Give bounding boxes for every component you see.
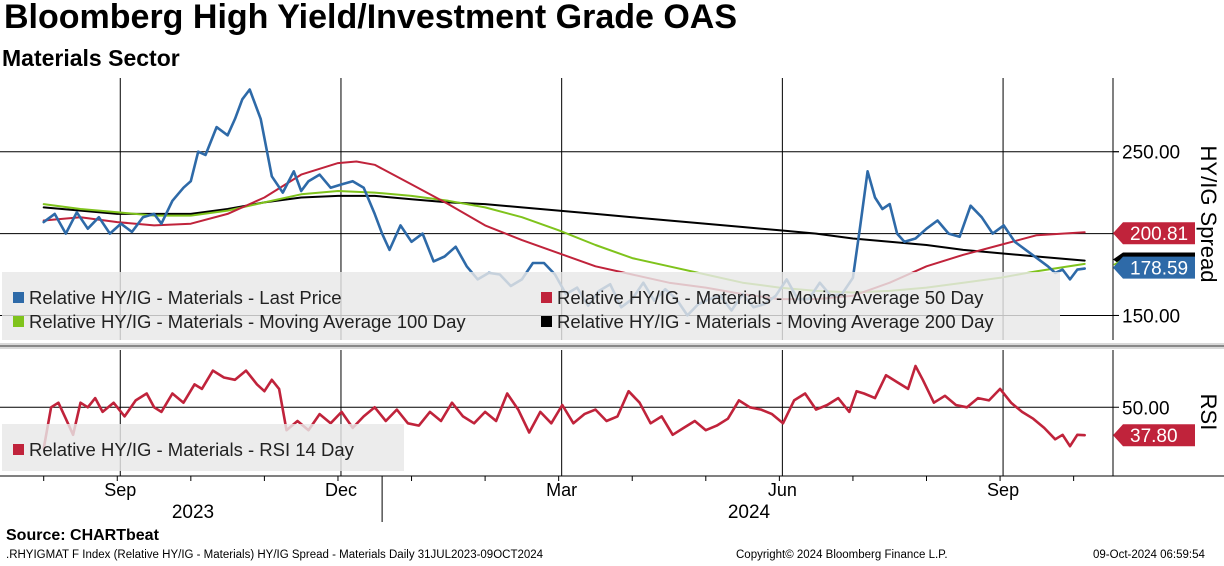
legend-entry-ma200: Relative HY/IG - Materials - Moving Aver… — [557, 311, 994, 332]
series-line-rsi — [42, 364, 1086, 450]
tag-rsi-bg — [1113, 424, 1195, 447]
y-axis-title-spread: HY/IG Spread — [1196, 146, 1221, 283]
legend-swatch — [13, 316, 24, 327]
legend-entry-rsi: Relative HY/IG - Materials - RSI 14 Day — [29, 439, 355, 460]
chart-title: Bloomberg High Yield/Investment Grade OA… — [4, 0, 738, 36]
y-axis-title-rsi: RSI — [1196, 394, 1221, 431]
tag-ma50-bg — [1113, 222, 1195, 245]
chart-subtitle: Materials Sector — [2, 45, 180, 71]
x-tick-label: Jun — [768, 480, 797, 500]
last-value-tags: 200.81 178.59 37.80 — [1113, 222, 1195, 447]
y-tick-label: 250.00 — [1122, 143, 1180, 164]
legend: Relative HY/IG - Materials - Last Price R… — [2, 272, 1060, 471]
legend-box-spread — [2, 272, 1060, 340]
x-tick-label: Mar — [546, 480, 577, 500]
series-line-3 — [42, 194, 1086, 262]
tag-last-price-bg — [1113, 256, 1195, 279]
tag-rsi: 37.80 — [1130, 426, 1178, 447]
year-label: 2024 — [728, 502, 771, 523]
tag-ma50: 200.81 — [1130, 224, 1188, 245]
legend-entry-ma50: Relative HY/IG - Materials - Moving Aver… — [557, 287, 984, 308]
footer-source: Source: CHARTbeat — [6, 527, 159, 544]
legend-swatch — [541, 316, 552, 327]
legend-entry-last-price: Relative HY/IG - Materials - Last Price — [29, 287, 342, 308]
footer-timestamp: 09-Oct-2024 06:59:54 — [1093, 549, 1205, 561]
series-lines — [42, 88, 1086, 450]
legend-box-rsi — [2, 424, 404, 471]
legend-swatch — [13, 444, 24, 455]
rsi-y-tick-label: 50.00 — [1122, 398, 1170, 419]
x-tick-label: Sep — [987, 480, 1019, 500]
legend-swatch — [13, 292, 24, 303]
x-tick-label: Sep — [104, 480, 136, 500]
legend-entry-ma100: Relative HY/IG - Materials - Moving Aver… — [29, 311, 466, 332]
footer-index-description: .RHYIGMAT F Index (Relative HY/IG - Mate… — [6, 549, 544, 561]
year-label: 2023 — [172, 502, 214, 523]
tag-last-price: 178.59 — [1130, 259, 1188, 280]
legend-swatch — [541, 292, 552, 303]
y-tick-label: 150.00 — [1122, 306, 1180, 327]
footer-copyright: Copyright© 2024 Bloomberg Finance L.P. — [736, 549, 948, 561]
x-tick-label: Dec — [325, 480, 357, 500]
